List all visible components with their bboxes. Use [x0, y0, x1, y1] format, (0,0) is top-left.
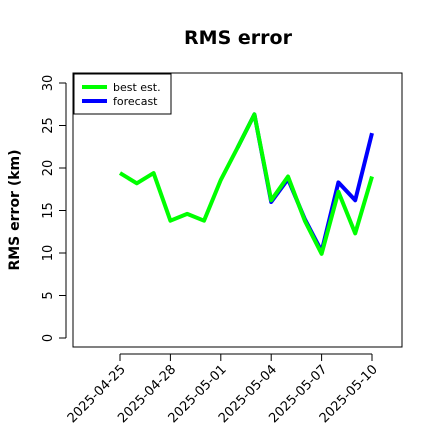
y-tick-label: 15 [41, 202, 56, 219]
legend-label-forecast: forecast [113, 95, 158, 108]
y-tick-label: 20 [41, 160, 56, 177]
x-axis: 2025-04-252025-04-282025-05-012025-05-04… [65, 353, 381, 426]
series-line-best-est [235, 112, 374, 256]
series-lines [118, 112, 374, 256]
series-line-best-est [118, 146, 240, 223]
legend-label-best-est: best est. [113, 81, 161, 94]
y-tick-label: 5 [41, 291, 56, 299]
plot-area [72, 72, 403, 348]
y-axis-label: RMS error (km) [7, 149, 23, 270]
y-tick-label: 30 [41, 75, 56, 92]
y-tick-label: 10 [41, 245, 56, 262]
y-axis: 0 5 10 15 20 25 30 [41, 75, 67, 342]
y-tick-label: 0 [41, 334, 56, 342]
legend: best est. forecast [73, 73, 172, 115]
chart-title: RMS error [184, 27, 293, 49]
y-tick-label: 25 [41, 117, 56, 134]
legend-box [73, 73, 172, 115]
